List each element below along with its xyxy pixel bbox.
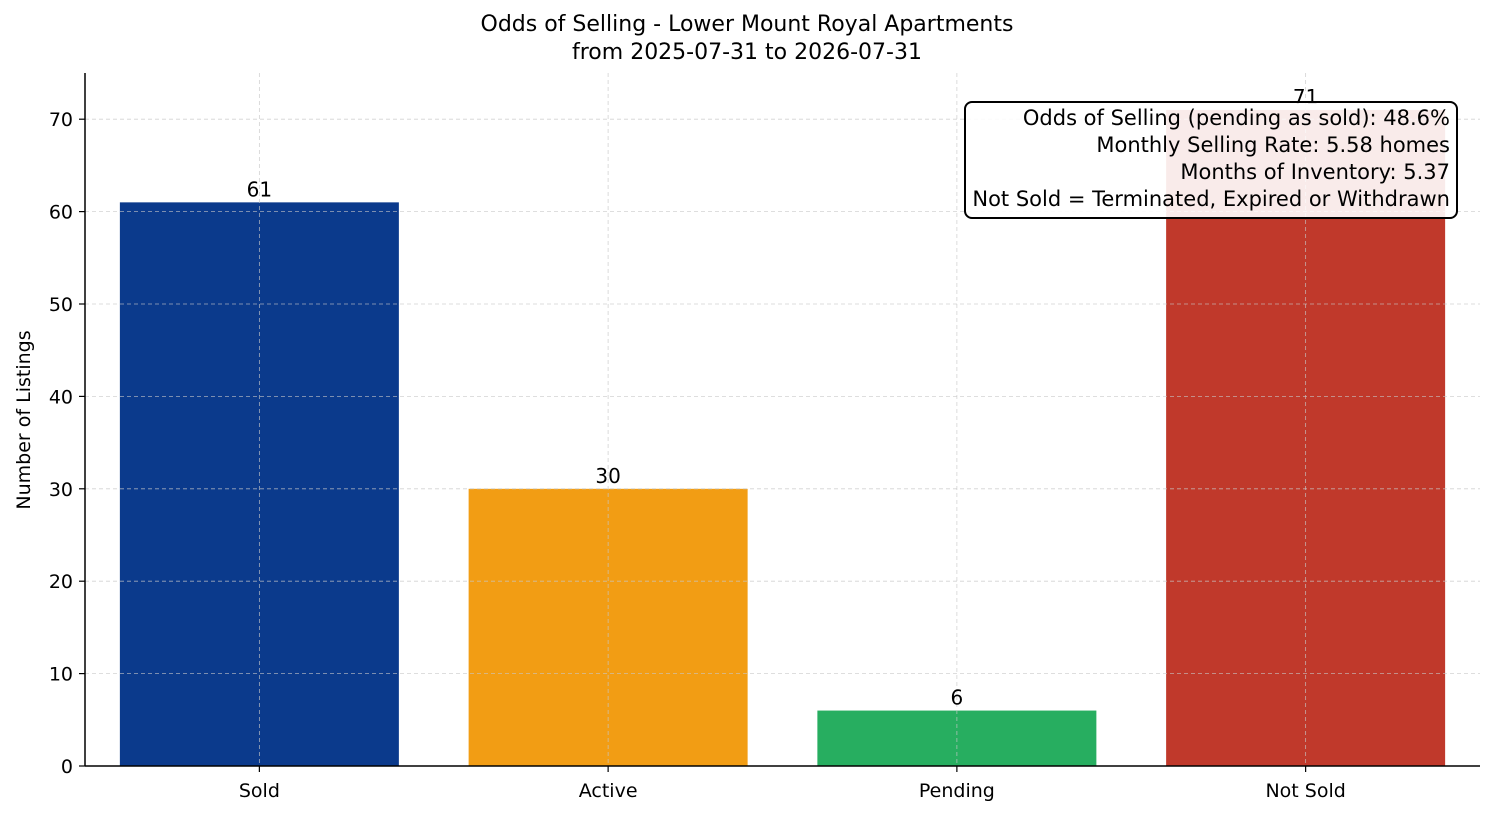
annotation-not-sold-definition: Not Sold = Terminated, Expired or Withdr… [972,187,1450,211]
annotation-months-inventory: Months of Inventory: 5.37 [1180,160,1450,184]
y-tick-label: 40 [49,386,73,408]
annotation-selling-rate: Monthly Selling Rate: 5.58 homes [1096,133,1450,157]
annotation-odds: Odds of Selling (pending as sold): 48.6% [1022,106,1450,130]
stats-annotation-box: Odds of Selling (pending as sold): 48.6%… [964,101,1458,219]
bar-sold [119,202,399,767]
y-tick-label: 20 [49,571,73,593]
y-tick-label: 50 [49,294,73,316]
x-tick-label: Sold [239,780,280,802]
x-tick-label: Pending [919,780,995,802]
x-tick-label: Active [579,780,638,802]
bar-value-label: 30 [595,464,620,488]
y-axis-label: Number of Listings [13,330,35,510]
y-tick-label: 70 [49,109,73,131]
bar-value-label: 61 [247,177,272,201]
x-tick-label: Not Sold [1265,780,1345,802]
y-tick-label: 60 [49,202,73,224]
y-tick-label: 30 [49,479,73,501]
chart-title: Odds of Selling - Lower Mount Royal Apar… [480,12,1014,37]
chart-subtitle: from 2025-07-31 to 2026-07-31 [572,40,922,65]
y-tick-label: 10 [49,664,73,686]
bar-value-label: 6 [951,686,964,710]
y-tick-label: 0 [61,756,73,778]
